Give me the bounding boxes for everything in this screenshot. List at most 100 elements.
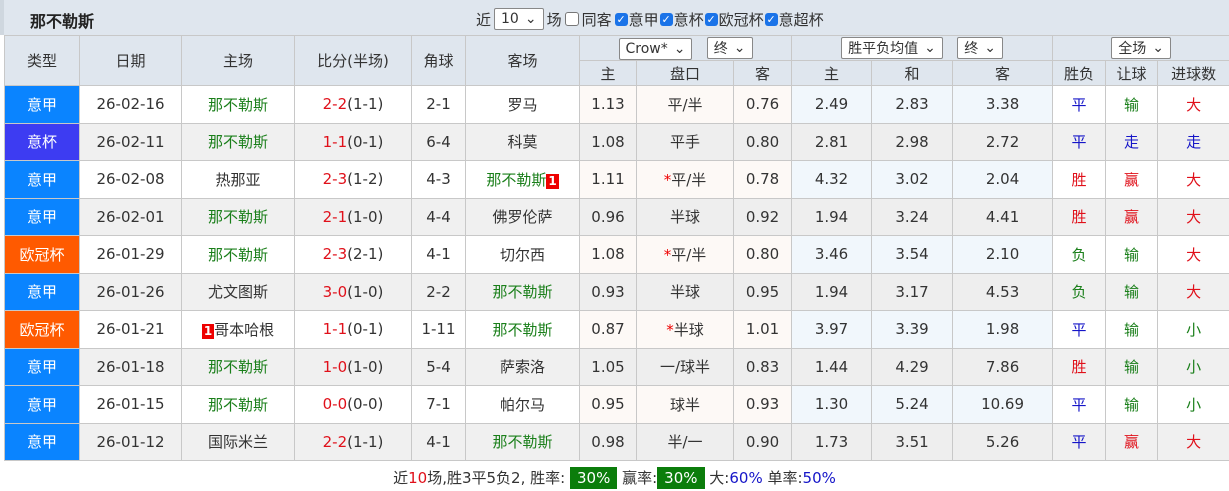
goals-result: 走 [1157, 122, 1229, 161]
crow-away-odds: 0.80 [732, 235, 793, 274]
away-team[interactable]: 萨索洛 [465, 347, 580, 386]
avg-draw-odds: 3.02 [871, 160, 954, 199]
corners: 7-1 [411, 385, 466, 424]
scope-select[interactable]: 全场 ⌄ [1111, 37, 1171, 59]
home-team[interactable]: 那不勒斯 [181, 347, 295, 386]
avg-home-odds: 3.46 [791, 235, 873, 274]
home-team[interactable]: 1 哥本哈根 [181, 310, 295, 349]
score[interactable]: 2-2(1-1) [294, 422, 412, 461]
home-team[interactable]: 那不勒斯 [181, 85, 295, 124]
goals-result: 小 [1157, 310, 1229, 349]
away-team[interactable]: 那不勒斯 [465, 422, 580, 461]
recent-count-select[interactable]: 10 ⌄ [494, 8, 544, 30]
league-type[interactable]: 意甲 [4, 422, 80, 461]
away-team[interactable]: 罗马 [465, 85, 580, 124]
avg-value: 胜平负均值 [848, 41, 919, 57]
league-checkbox[interactable]: ✓ [704, 12, 718, 26]
company-selects: Crow* ⌄ 终 ⌄ [578, 35, 793, 61]
full-score: 2-1 [322, 207, 348, 226]
league-checkbox[interactable]: ✓ [659, 12, 673, 26]
match-date: 26-02-08 [79, 160, 182, 199]
scope-cell: 全场 ⌄ [1052, 35, 1229, 61]
avg-away-odds: 4.53 [952, 272, 1054, 311]
table-row: 意杯 26-02-11 那不勒斯 1-1(0-1) 6-4 科莫 1.08 平手… [4, 122, 1229, 161]
avg-home-odds: 1.94 [791, 197, 873, 236]
chevron-down-icon: ⌄ [1152, 40, 1164, 56]
league-type[interactable]: 意甲 [4, 197, 80, 236]
score[interactable]: 1-1(0-1) [294, 310, 412, 349]
away-team[interactable]: 那不勒斯 [465, 310, 580, 349]
col-date: 日期 [79, 35, 182, 86]
league-type[interactable]: 意甲 [4, 347, 80, 386]
score[interactable]: 1-1(0-1) [294, 122, 412, 161]
league-type[interactable]: 意甲 [4, 85, 80, 124]
score[interactable]: 0-0(0-0) [294, 385, 412, 424]
result: 负 [1052, 272, 1107, 311]
handicap-result: 赢 [1105, 197, 1159, 236]
score[interactable]: 2-3(2-1) [294, 235, 412, 274]
result: 负 [1052, 235, 1107, 274]
away-team[interactable]: 那不勒斯 1 [465, 160, 580, 199]
team-name: 那不勒斯 [207, 208, 268, 227]
table-row: 意甲 26-02-16 那不勒斯 2-2(1-1) 2-1 罗马 1.13 平/… [4, 85, 1229, 124]
away-team[interactable]: 佛罗伦萨 [465, 197, 580, 236]
league-type[interactable]: 意杯 [4, 122, 80, 161]
league-type[interactable]: 意甲 [4, 160, 80, 199]
avg-home-odds: 1.30 [791, 385, 873, 424]
score[interactable]: 1-0(1-0) [294, 347, 412, 386]
handicap-result: 输 [1105, 347, 1159, 386]
league-type[interactable]: 意甲 [4, 272, 80, 311]
avg-draw-odds: 4.29 [871, 347, 954, 386]
corners: 4-1 [411, 422, 466, 461]
table-row: 欧冠杯 26-01-29 那不勒斯 2-3(2-1) 4-1 切尔西 1.08 … [4, 235, 1229, 274]
home-team[interactable]: 那不勒斯 [181, 385, 295, 424]
result: 平 [1052, 422, 1107, 461]
handicap-line: 半球 [636, 197, 734, 236]
score[interactable]: 2-3(1-2) [294, 160, 412, 199]
chevron-down-icon: ⌄ [733, 39, 746, 56]
league-type[interactable]: 意甲 [4, 385, 80, 424]
same-venue-checkbox[interactable] [564, 12, 579, 26]
avg-home-odds: 1.73 [791, 422, 873, 461]
score[interactable]: 3-0(1-0) [294, 272, 412, 311]
company-select[interactable]: Crow* ⌄ [618, 37, 693, 60]
home-team[interactable]: 那不勒斯 [181, 197, 295, 236]
home-team[interactable]: 尤文图斯 [181, 272, 295, 311]
away-team[interactable]: 切尔西 [465, 235, 580, 274]
league-label: 意杯 [673, 10, 704, 29]
line-value: 半球 [669, 208, 700, 227]
avg-select[interactable]: 胜平负均值 ⌄ [841, 37, 943, 59]
crow-away-odds: 0.92 [732, 197, 793, 236]
result: 胜 [1052, 347, 1107, 386]
home-team[interactable]: 热那亚 [181, 160, 295, 199]
avg-home-odds: 4.32 [791, 160, 873, 199]
match-date: 26-02-01 [79, 197, 182, 236]
full-score: 2-3 [322, 245, 348, 264]
result: 平 [1052, 310, 1107, 349]
away-team[interactable]: 那不勒斯 [465, 272, 580, 311]
full-score: 2-2 [322, 432, 348, 451]
avg-stage-select[interactable]: 终 ⌄ [957, 37, 1003, 59]
league-type[interactable]: 欧冠杯 [4, 235, 80, 274]
score[interactable]: 2-2(1-1) [294, 85, 412, 124]
handicap-line: *平/半 [636, 160, 734, 199]
score[interactable]: 2-1(1-0) [294, 197, 412, 236]
col-handicap: 让球 [1105, 60, 1159, 86]
league-type[interactable]: 欧冠杯 [4, 310, 80, 349]
team-name: 哥本哈根 [214, 320, 275, 339]
line-value: 平/半 [671, 170, 707, 189]
table-row: 意甲 26-02-08 热那亚 2-3(1-2) 4-3 那不勒斯 1 1.11 … [4, 160, 1229, 199]
away-team[interactable]: 帕尔马 [465, 385, 580, 424]
summary-text: 大: [709, 469, 730, 487]
company-stage-select[interactable]: 终 ⌄ [706, 36, 753, 59]
avg-draw-odds: 3.51 [871, 422, 954, 461]
league-checkbox[interactable]: ✓ [764, 12, 778, 26]
home-team[interactable]: 那不勒斯 [181, 235, 295, 274]
home-team[interactable]: 国际米兰 [181, 422, 295, 461]
full-score: 2-2 [322, 95, 348, 114]
home-team[interactable]: 那不勒斯 [181, 122, 295, 161]
col-result: 胜负 [1052, 60, 1107, 86]
league-checkbox[interactable]: ✓ [614, 12, 628, 26]
team-name: 那不勒斯 [492, 433, 553, 452]
away-team[interactable]: 科莫 [465, 122, 580, 161]
